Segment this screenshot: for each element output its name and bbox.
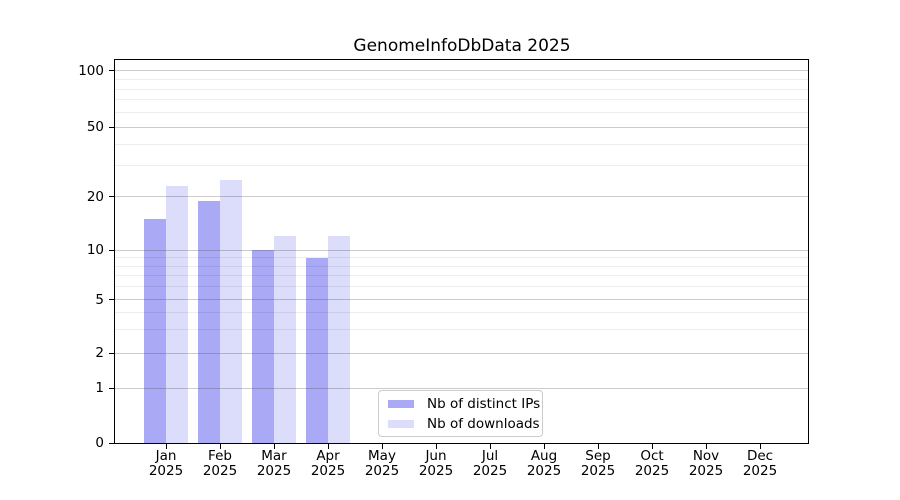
x-tick-mark bbox=[489, 444, 491, 449]
x-tick-label-year: 2025 bbox=[310, 462, 346, 479]
x-tick-label-month: Oct bbox=[640, 448, 664, 464]
y-tick-mark bbox=[109, 249, 114, 251]
x-tick-label: Jun 2025 bbox=[404, 449, 468, 478]
y-tick-label: 0 bbox=[95, 435, 104, 451]
y-tick-label: 10 bbox=[86, 242, 104, 258]
bar-nb-of-downloads bbox=[328, 236, 350, 443]
x-tick-label-month: Jul bbox=[481, 448, 499, 464]
x-tick-label-year: 2025 bbox=[472, 462, 508, 479]
x-tick-label-month: Nov bbox=[692, 448, 720, 464]
x-tick-label-year: 2025 bbox=[580, 462, 616, 479]
legend-item: Nb of downloads bbox=[388, 416, 542, 432]
y-tick-mark bbox=[109, 442, 114, 444]
x-tick-label-month: Jun bbox=[425, 448, 447, 464]
x-tick-label-year: 2025 bbox=[526, 462, 562, 479]
y-tick-label: 2 bbox=[95, 345, 104, 362]
x-tick-label: Jul 2025 bbox=[458, 449, 522, 478]
x-tick-label: Jan 2025 bbox=[134, 449, 198, 478]
x-tick-label-month: May bbox=[368, 448, 396, 464]
x-tick-label: Nov 2025 bbox=[674, 449, 738, 478]
legend-label: Nb of downloads bbox=[427, 415, 540, 432]
x-tick-label-month: Apr bbox=[316, 448, 340, 464]
x-tick-label: Mar 2025 bbox=[242, 449, 306, 478]
y-tick-label: 1 bbox=[95, 380, 104, 397]
legend-label: Nb of distinct IPs bbox=[427, 395, 541, 412]
x-tick-label: Dec 2025 bbox=[728, 449, 792, 478]
x-tick-mark bbox=[219, 444, 221, 449]
bar-nb-of-distinct-ips bbox=[144, 218, 166, 443]
y-tick-label: 50 bbox=[86, 119, 104, 136]
y-tick-mark bbox=[109, 70, 114, 72]
bar-nb-of-downloads bbox=[166, 186, 188, 443]
y-tick-mark bbox=[109, 352, 114, 354]
x-tick-label-month: Jan bbox=[155, 448, 177, 464]
x-tick-mark bbox=[165, 444, 167, 449]
y-tick-mark bbox=[109, 126, 114, 128]
x-tick-label: Sep 2025 bbox=[566, 449, 630, 478]
x-tick-label-year: 2025 bbox=[202, 462, 238, 479]
y-tick-label: 5 bbox=[95, 291, 104, 308]
x-tick-label-year: 2025 bbox=[364, 462, 400, 479]
x-tick-label-year: 2025 bbox=[742, 462, 778, 479]
x-tick-label-month: Dec bbox=[746, 448, 774, 464]
x-tick-label: Apr 2025 bbox=[296, 449, 360, 478]
bar-nb-of-distinct-ips bbox=[198, 200, 220, 443]
x-tick-mark bbox=[381, 444, 383, 449]
bars-layer bbox=[115, 60, 808, 443]
chart-title: GenomeInfoDbData 2025 bbox=[353, 36, 571, 56]
x-tick-label: Oct 2025 bbox=[620, 449, 684, 478]
y-tick-mark bbox=[109, 196, 114, 198]
legend-swatch bbox=[388, 419, 414, 428]
legend-item: Nb of distinct IPs bbox=[388, 396, 542, 412]
x-tick-mark bbox=[435, 444, 437, 449]
plot-area: Nb of distinct IPs Nb of downloads bbox=[114, 59, 809, 444]
x-tick-mark bbox=[327, 444, 329, 449]
y-tick-label: 20 bbox=[86, 188, 104, 205]
x-tick-label-year: 2025 bbox=[418, 462, 454, 479]
x-tick-label: Feb 2025 bbox=[188, 449, 252, 478]
legend: Nb of distinct IPs Nb of downloads bbox=[378, 390, 543, 437]
bar-nb-of-downloads bbox=[220, 179, 242, 443]
x-tick-mark bbox=[759, 444, 761, 449]
x-tick-label-year: 2025 bbox=[256, 462, 292, 479]
bar-nb-of-distinct-ips bbox=[306, 257, 328, 443]
x-tick-mark bbox=[705, 444, 707, 449]
x-tick-label: Aug 2025 bbox=[512, 449, 576, 478]
x-tick-label-year: 2025 bbox=[634, 462, 670, 479]
x-tick-mark bbox=[273, 444, 275, 449]
y-tick-mark bbox=[109, 387, 114, 389]
y-tick-mark bbox=[109, 299, 114, 301]
x-tick-label-month: Aug bbox=[530, 448, 558, 464]
x-tick-label: May 2025 bbox=[350, 449, 414, 478]
x-tick-label-month: Sep bbox=[585, 448, 611, 464]
x-tick-label-month: Mar bbox=[261, 448, 287, 464]
legend-swatch bbox=[388, 399, 414, 408]
x-tick-label-year: 2025 bbox=[688, 462, 724, 479]
x-tick-mark bbox=[597, 444, 599, 449]
x-tick-mark bbox=[651, 444, 653, 449]
x-tick-mark bbox=[543, 444, 545, 449]
x-tick-label-year: 2025 bbox=[148, 462, 184, 479]
bar-nb-of-downloads bbox=[274, 236, 296, 443]
x-tick-label-month: Feb bbox=[208, 448, 232, 464]
bar-nb-of-distinct-ips bbox=[252, 250, 274, 443]
y-tick-label: 100 bbox=[78, 62, 104, 79]
